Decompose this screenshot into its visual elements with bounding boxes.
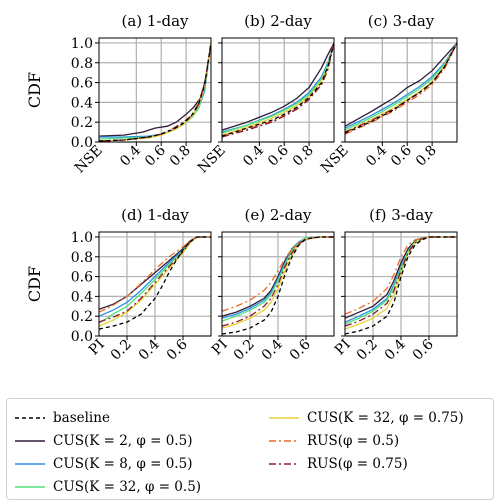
series-line-6 <box>222 42 334 138</box>
y-tick-label: 0.0 <box>71 329 93 345</box>
y-tick-label: 1.0 <box>71 230 93 246</box>
y-tick-label: 0.2 <box>71 115 93 131</box>
y-axis-label: CDF <box>25 266 44 302</box>
x-tick-label: 0.6 <box>142 142 169 169</box>
x-tick-label: 0.4 <box>136 336 163 363</box>
legend-swatch <box>15 440 45 442</box>
panel-title: (e) 2-day <box>245 206 313 224</box>
y-tick-label: 0.6 <box>71 270 93 286</box>
legend-item: CUS(K = 2, φ = 0.5) <box>15 431 192 451</box>
series-line-5 <box>99 42 211 142</box>
series-line-4 <box>345 42 457 133</box>
legend-label: CUS(K = 32, φ = 0.5) <box>53 479 202 495</box>
axes-frame <box>221 37 335 143</box>
panel-title: (f) 3-day <box>369 206 433 224</box>
legend-swatch <box>15 417 45 419</box>
panel-c: 0.40.60.8 NSE (c) 3-day <box>318 12 458 177</box>
x-tick-label: 0.6 <box>410 336 437 363</box>
legend: baseline CUS(K = 2, φ = 0.5) CUS(K = 8, φ … <box>6 398 494 500</box>
x-tick-label: 0.8 <box>413 143 440 170</box>
series-line-2 <box>99 42 211 138</box>
series-line-3 <box>99 42 211 140</box>
series-line-6 <box>99 236 211 323</box>
legend-swatch <box>15 486 45 488</box>
legend-swatch <box>269 463 299 465</box>
x-tick-label: 0.4 <box>259 336 286 363</box>
series-line-5 <box>222 236 334 312</box>
series-line-4 <box>99 42 211 142</box>
x-tick-label: 0.6 <box>287 336 314 363</box>
x-axis-label: NSE <box>318 143 352 177</box>
legend-item: RUS(φ = 0.5) <box>269 431 399 451</box>
series-line-5 <box>345 42 457 135</box>
series-line-0 <box>222 236 334 335</box>
x-tick-label: 0.4 <box>240 142 267 169</box>
series-line-0 <box>99 42 211 142</box>
x-tick-label: 0.8 <box>167 143 194 170</box>
y-tick-label: 0.4 <box>71 289 93 305</box>
series-line-3 <box>345 42 457 131</box>
legend-label: CUS(K = 32, φ = 0.75) <box>307 410 464 426</box>
x-tick-label: 0.6 <box>164 336 191 363</box>
series-line-1 <box>222 42 334 131</box>
legend-label: RUS(φ = 0.75) <box>307 456 408 472</box>
y-tick-label: 0.6 <box>71 76 93 92</box>
legend-swatch <box>269 417 299 419</box>
legend-label: CUS(K = 2, φ = 0.5) <box>53 433 193 449</box>
series-line-6 <box>99 42 211 142</box>
axes-frame <box>344 37 458 143</box>
series-line-0 <box>345 236 457 335</box>
panel-title: (d) 1-day <box>121 206 189 224</box>
x-tick-label: 0.8 <box>290 143 317 170</box>
y-tick-label: 0.2 <box>71 309 93 325</box>
legend-label: baseline <box>53 410 110 426</box>
y-tick-label: 0.4 <box>71 95 93 111</box>
legend-item: CUS(K = 32, φ = 0.5) <box>15 477 201 497</box>
x-tick-label: 0.6 <box>265 142 292 169</box>
axes-frame <box>98 37 212 143</box>
x-axis-label: PI <box>209 337 231 359</box>
series-line-3 <box>222 236 334 322</box>
y-axis-label: CDF <box>25 72 44 108</box>
series-line-6 <box>345 42 457 133</box>
series-line-6 <box>345 236 457 327</box>
panel-b: 0.40.60.8 NSE (b) 2-day <box>195 12 335 177</box>
y-tick-label: 0.8 <box>71 250 93 266</box>
y-tick-label: 1.0 <box>71 36 93 52</box>
panel-title: (a) 1-day <box>121 12 189 30</box>
series-line-5 <box>99 236 211 313</box>
legend-label: RUS(φ = 0.5) <box>307 433 400 449</box>
legend-label: CUS(K = 8, φ = 0.5) <box>53 456 193 472</box>
legend-item: RUS(φ = 0.75) <box>269 454 408 474</box>
x-axis-label: NSE <box>195 143 229 177</box>
legend-swatch <box>269 440 299 442</box>
legend-item: CUS(K = 8, φ = 0.5) <box>15 454 192 474</box>
y-tick-label: 0.0 <box>71 135 93 151</box>
series-line-0 <box>99 236 211 330</box>
y-tick-label: 0.8 <box>71 56 93 72</box>
x-axis-label: PI <box>332 337 354 359</box>
series-line-3 <box>222 42 334 134</box>
panel-e: 0.2 0.4 0.6 PI (e) 2-day <box>209 206 335 364</box>
legend-item: CUS(K = 32, φ = 0.75) <box>269 408 464 428</box>
series-line-2 <box>345 42 457 129</box>
series-line-1 <box>345 42 457 127</box>
x-tick-label: 0.4 <box>382 336 409 363</box>
panel-title: (c) 3-day <box>368 12 435 30</box>
x-tick-label: 0.2 <box>354 337 381 364</box>
x-tick-label: 0.6 <box>388 142 415 169</box>
panel-title: (b) 2-day <box>244 12 312 30</box>
panel-f: 0.2 0.4 0.6 PI (f) 3-day <box>332 206 458 364</box>
series-line-0 <box>222 42 334 137</box>
x-tick-label: 0.2 <box>108 337 135 364</box>
panel-d: 0.00.20.40.60.81.00.2 0.4 0.6PI(d) 1-dayCD… <box>25 206 212 364</box>
series-line-0 <box>345 42 457 134</box>
legend-swatch <box>15 463 45 465</box>
legend-item: baseline <box>15 408 110 428</box>
x-tick-label: 0.4 <box>117 142 144 169</box>
x-tick-label: 0.4 <box>363 142 390 169</box>
x-tick-label: 0.2 <box>231 337 258 364</box>
